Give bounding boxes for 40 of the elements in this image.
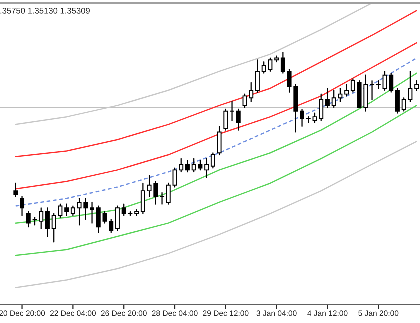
- candlestick: [236, 108, 241, 131]
- candlestick: [204, 158, 210, 178]
- candlestick: [26, 211, 31, 228]
- candlestick: [39, 208, 44, 230]
- candlestick: [389, 72, 394, 93]
- candlestick: [179, 158, 184, 173]
- candlestick: [230, 101, 235, 122]
- candlestick: [45, 208, 50, 238]
- candlestick: [64, 204, 70, 216]
- candlestick: [312, 112, 318, 124]
- candlestick: [255, 60, 260, 93]
- candlestick: [306, 116, 311, 124]
- candlestick: [242, 94, 248, 108]
- candlestick: [140, 182, 146, 214]
- candlestick: [96, 206, 101, 234]
- candlestick: [115, 206, 120, 232]
- candlestick: [319, 94, 324, 122]
- candlestick: [325, 88, 330, 108]
- candlestick: [224, 108, 228, 131]
- candlestick: [166, 182, 171, 205]
- candlestick: [395, 88, 400, 114]
- candlestick: [350, 78, 356, 93]
- candlestick: [172, 168, 178, 188]
- candlestick: [344, 84, 350, 97]
- candlestick: [70, 206, 76, 216]
- chart-title: .35750 1.35130 1.35309: [0, 8, 90, 14]
- candlestick: [414, 80, 420, 92]
- candlestick: [90, 202, 95, 224]
- candlestick: [210, 152, 216, 169]
- candlestick: [185, 160, 190, 173]
- candlestick: [160, 192, 165, 205]
- candlestick: [109, 218, 114, 234]
- candlestick: [300, 108, 305, 128]
- candlestick: [249, 82, 254, 102]
- candlestick: [20, 196, 25, 216]
- candlestick: [102, 211, 108, 224]
- candlestick: [217, 126, 222, 156]
- candlestick: [370, 80, 375, 101]
- candlestick: [280, 52, 286, 74]
- candlestick: [14, 182, 18, 198]
